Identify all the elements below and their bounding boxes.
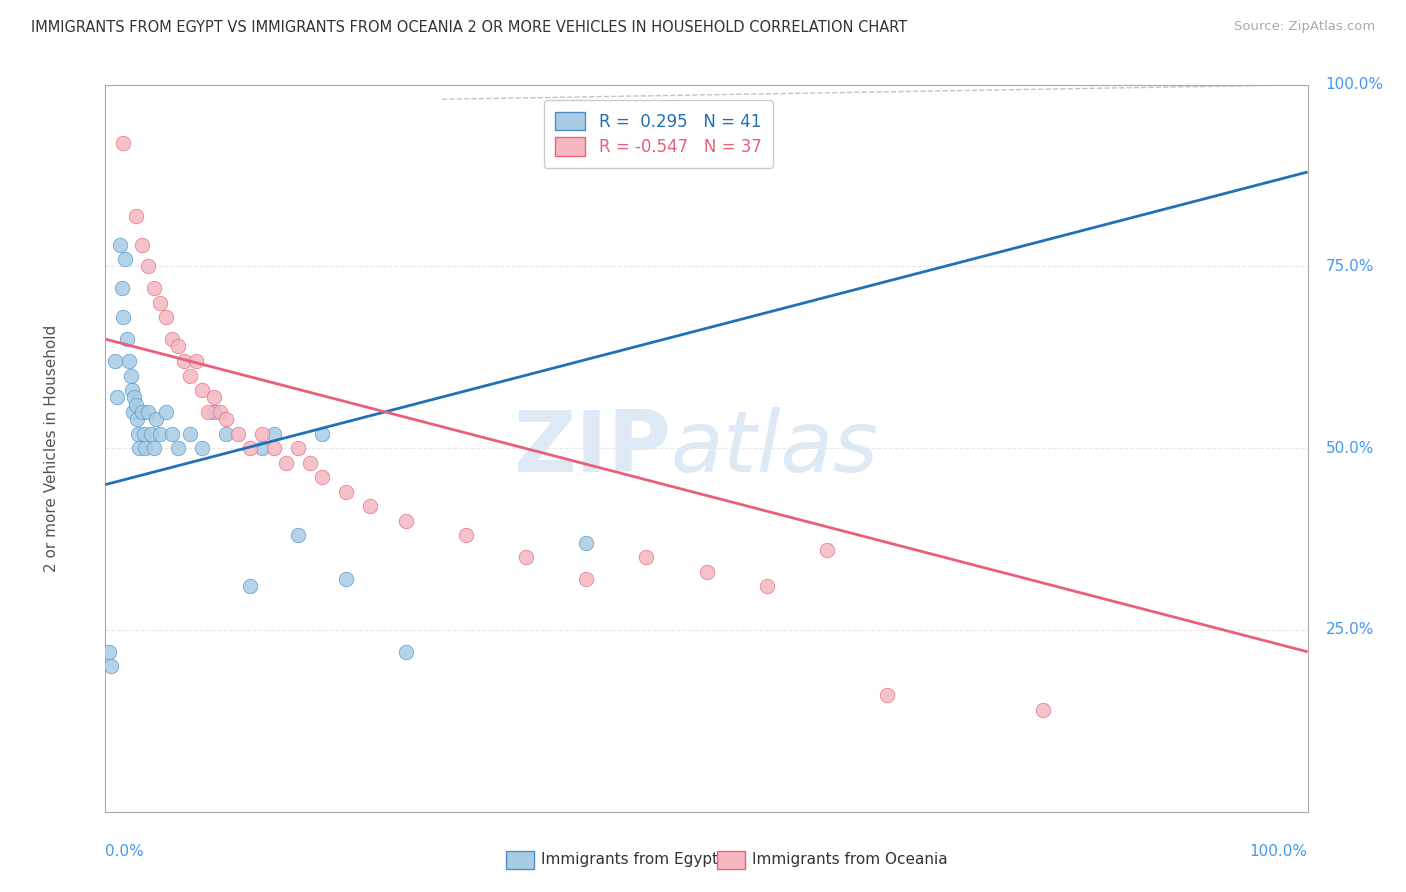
- Point: [155, 405, 177, 419]
- Point: [100, 659, 122, 673]
- Point: [287, 442, 309, 455]
- Point: [155, 310, 177, 325]
- Point: [127, 426, 149, 441]
- Point: [104, 354, 127, 368]
- Point: [136, 260, 159, 274]
- Point: [226, 426, 249, 441]
- Point: [184, 354, 207, 368]
- Text: Immigrants from Egypt: Immigrants from Egypt: [541, 853, 718, 867]
- Point: [112, 310, 135, 325]
- Point: [311, 470, 333, 484]
- Point: [250, 426, 273, 441]
- Point: [124, 209, 146, 223]
- Point: [395, 645, 418, 659]
- Point: [190, 442, 212, 455]
- Point: [124, 398, 146, 412]
- Text: ZIP: ZIP: [513, 407, 671, 490]
- Point: [148, 426, 170, 441]
- Point: [160, 332, 183, 346]
- Point: [173, 354, 195, 368]
- Point: [636, 550, 658, 565]
- Point: [214, 412, 236, 426]
- Point: [120, 368, 142, 383]
- Text: 2 or more Vehicles in Household: 2 or more Vehicles in Household: [44, 325, 59, 572]
- Point: [118, 354, 141, 368]
- Point: [128, 442, 150, 455]
- Text: IMMIGRANTS FROM EGYPT VS IMMIGRANTS FROM OCEANIA 2 OR MORE VEHICLES IN HOUSEHOLD: IMMIGRANTS FROM EGYPT VS IMMIGRANTS FROM…: [31, 20, 907, 35]
- Point: [239, 579, 262, 593]
- Point: [107, 390, 129, 404]
- Point: [815, 543, 838, 558]
- Point: [575, 535, 598, 549]
- Point: [142, 442, 165, 455]
- Point: [876, 689, 898, 703]
- Point: [131, 405, 153, 419]
- Point: [335, 572, 357, 586]
- Point: [139, 426, 162, 441]
- Point: [214, 426, 236, 441]
- Point: [202, 405, 225, 419]
- Point: [263, 426, 285, 441]
- Point: [263, 442, 285, 455]
- Point: [335, 484, 357, 499]
- Point: [287, 528, 309, 542]
- Point: [160, 426, 183, 441]
- Text: 25.0%: 25.0%: [1326, 623, 1374, 638]
- Point: [98, 645, 121, 659]
- Text: 100.0%: 100.0%: [1250, 845, 1308, 859]
- Text: 50.0%: 50.0%: [1326, 441, 1374, 456]
- Point: [124, 390, 146, 404]
- Point: [136, 405, 159, 419]
- Point: [311, 426, 333, 441]
- Point: [250, 442, 273, 455]
- Legend: R =  0.295   N = 41, R = -0.547   N = 37: R = 0.295 N = 41, R = -0.547 N = 37: [544, 100, 773, 168]
- Point: [166, 442, 188, 455]
- Point: [395, 514, 418, 528]
- Point: [696, 565, 718, 579]
- Point: [298, 456, 321, 470]
- Text: Source: ZipAtlas.com: Source: ZipAtlas.com: [1234, 20, 1375, 33]
- Point: [274, 456, 297, 470]
- Point: [145, 412, 167, 426]
- Text: 0.0%: 0.0%: [105, 845, 145, 859]
- Point: [142, 281, 165, 295]
- Point: [121, 383, 143, 397]
- Point: [114, 252, 136, 267]
- Point: [755, 579, 778, 593]
- Point: [134, 442, 156, 455]
- Point: [132, 426, 155, 441]
- Point: [108, 237, 131, 252]
- Point: [179, 368, 201, 383]
- Point: [122, 405, 145, 419]
- Point: [131, 237, 153, 252]
- Point: [148, 296, 170, 310]
- Point: [208, 405, 231, 419]
- Point: [197, 405, 219, 419]
- Point: [359, 500, 381, 514]
- Point: [179, 426, 201, 441]
- Point: [575, 572, 598, 586]
- Text: Immigrants from Oceania: Immigrants from Oceania: [752, 853, 948, 867]
- Text: atlas: atlas: [671, 407, 879, 490]
- Point: [190, 383, 212, 397]
- Point: [125, 412, 148, 426]
- Point: [115, 332, 138, 346]
- Point: [111, 281, 134, 295]
- Point: [515, 550, 537, 565]
- Text: 100.0%: 100.0%: [1326, 78, 1384, 92]
- Point: [454, 528, 477, 542]
- Text: 75.0%: 75.0%: [1326, 259, 1374, 274]
- Point: [1032, 703, 1054, 717]
- Point: [112, 136, 135, 150]
- Point: [239, 442, 262, 455]
- Point: [166, 339, 188, 353]
- Point: [202, 390, 225, 404]
